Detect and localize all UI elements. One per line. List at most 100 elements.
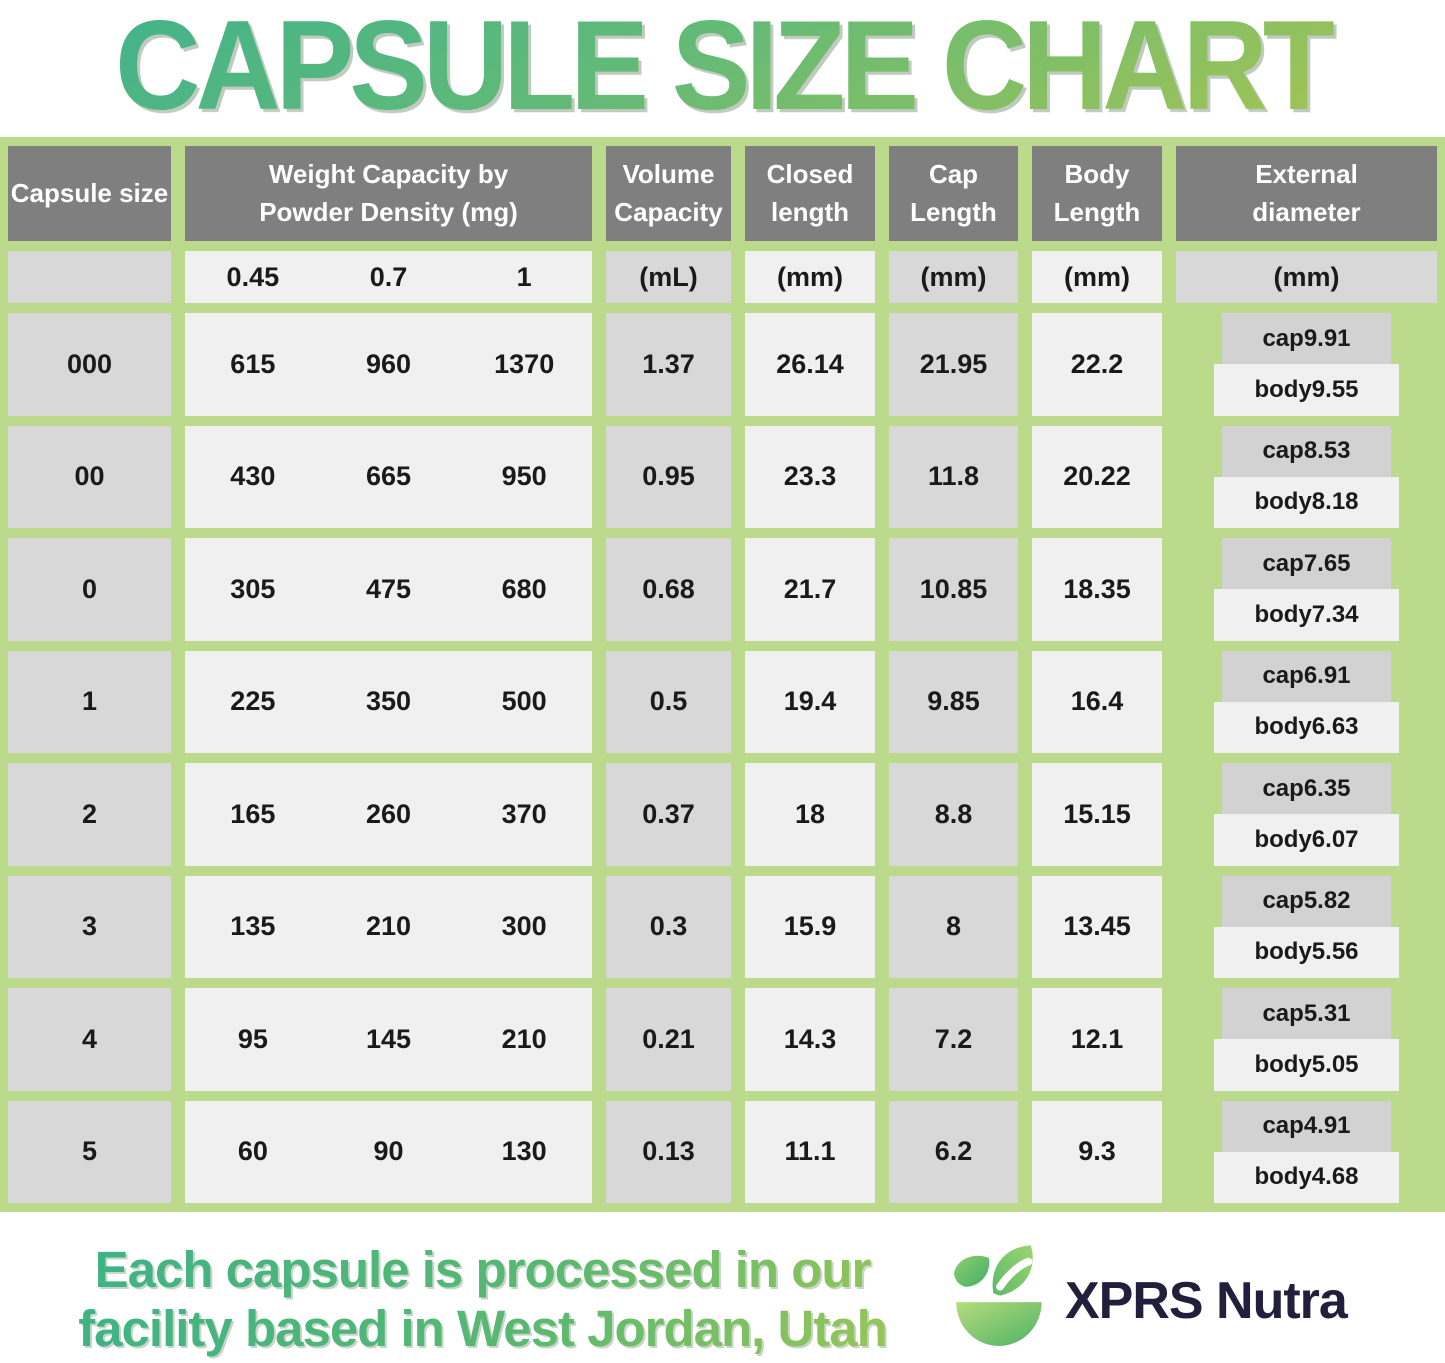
- row-3-external: cap 5.82 body 5.56: [1176, 875, 1437, 978]
- units-closed: (mm): [745, 251, 875, 303]
- body-diameter: 5.05: [1311, 1050, 1359, 1078]
- cap-diameter: 6.91: [1303, 662, 1351, 690]
- weight-value: 90: [373, 1136, 404, 1167]
- weight-value: 130: [501, 1136, 547, 1167]
- weight-value: 665: [365, 461, 412, 492]
- cap-label: cap: [1262, 774, 1304, 802]
- row-3-cap-length: 8: [889, 875, 1018, 978]
- header-cap-length: Cap Length: [889, 146, 1018, 241]
- row-1-body-length: 16.4: [1032, 650, 1162, 753]
- row-000-volume: 1.37: [606, 313, 731, 416]
- density-1: 1: [516, 261, 532, 292]
- cap-label: cap: [1262, 1112, 1304, 1140]
- external-cap-row: cap 8.53: [1222, 425, 1391, 477]
- row-0-closed: 21.7: [745, 538, 875, 641]
- external-cap-row: cap 9.91: [1222, 313, 1391, 365]
- brand-name: XPRS Nutra: [1065, 1271, 1348, 1330]
- row-5-volume: 0.13: [606, 1100, 731, 1203]
- body-diameter: 7.34: [1311, 600, 1359, 628]
- body-label: body: [1254, 375, 1312, 403]
- row-00-weights: 430 665 950: [185, 425, 592, 528]
- row-0-external: cap 7.65 body 7.34: [1176, 538, 1437, 641]
- external-body-row: body 9.55: [1214, 364, 1399, 416]
- units-weight-densities: 0.45 0.7 1: [185, 251, 592, 303]
- header-weight-capacity: Weight Capacity by Powder Density (mg): [185, 146, 592, 241]
- row-5-cap-length: 6.2: [889, 1100, 1018, 1203]
- row-0-cap-length: 10.85: [889, 538, 1018, 641]
- mortar-leaf-icon: [954, 1245, 1042, 1346]
- row-2-closed: 18: [745, 763, 875, 866]
- row-2-cap-length: 8.8: [889, 763, 1018, 866]
- row-5-closed: 11.1: [745, 1100, 875, 1203]
- weight-value: 95: [237, 1023, 268, 1054]
- row-3-size: 3: [8, 875, 171, 978]
- row-2-volume: 0.37: [606, 763, 731, 866]
- row-00-closed: 23.3: [745, 425, 875, 528]
- external-cap-row: cap 6.91: [1222, 650, 1391, 702]
- row-0-weights: 305 475 680: [185, 538, 592, 641]
- row-4-size: 4: [8, 988, 171, 1091]
- row-00-volume: 0.95: [606, 425, 731, 528]
- body-label: body: [1254, 938, 1312, 966]
- weight-value: 1370: [494, 348, 555, 379]
- weight-value: 615: [230, 348, 276, 379]
- external-body-row: body 6.63: [1214, 701, 1399, 753]
- row-4-cap-length: 7.2: [889, 988, 1018, 1091]
- cap-label: cap: [1262, 887, 1304, 915]
- external-body-row: body 5.56: [1214, 926, 1399, 978]
- row-2-body-length: 15.15: [1032, 763, 1162, 866]
- facility-tagline: Each capsule is processed in our facilit…: [0, 1240, 965, 1358]
- row-000-weights: 615 960 1370: [185, 313, 592, 416]
- row-0-volume: 0.68: [606, 538, 731, 641]
- cap-label: cap: [1262, 324, 1304, 352]
- body-label: body: [1254, 825, 1312, 853]
- row-5-external: cap 4.91 body 4.68: [1176, 1100, 1437, 1203]
- density-0-7: 0.7: [369, 261, 408, 292]
- cap-label: cap: [1262, 437, 1304, 465]
- body-diameter: 9.55: [1311, 375, 1359, 403]
- body-diameter: 5.56: [1311, 938, 1359, 966]
- weight-value: 350: [365, 686, 412, 717]
- units-external: (mm): [1176, 251, 1437, 303]
- external-cap-row: cap 4.91: [1222, 1100, 1391, 1152]
- external-cap-row: cap 5.82: [1222, 875, 1391, 927]
- capsule-size-table: Capsule size Weight Capacity by Powder D…: [0, 137, 1445, 1212]
- header-closed-length: Closed length: [745, 146, 875, 241]
- external-cap-row: cap 5.31: [1222, 988, 1391, 1040]
- external-cap-row: cap 7.65: [1222, 538, 1391, 590]
- row-4-external: cap 5.31 body 5.05: [1176, 988, 1437, 1091]
- row-1-cap-length: 9.85: [889, 650, 1018, 753]
- weight-value: 430: [230, 461, 276, 492]
- cap-diameter: 7.65: [1303, 549, 1351, 577]
- row-3-body-length: 13.45: [1032, 875, 1162, 978]
- body-diameter: 8.18: [1311, 488, 1359, 516]
- row-00-body-length: 20.22: [1032, 425, 1162, 528]
- row-1-external: cap 6.91 body 6.63: [1176, 650, 1437, 753]
- header-external-diameter: External diameter: [1176, 146, 1437, 241]
- row-1-size: 1: [8, 650, 171, 753]
- row-000-cap-length: 21.95: [889, 313, 1018, 416]
- row-3-volume: 0.3: [606, 875, 731, 978]
- weight-value: 960: [365, 348, 412, 379]
- header-volume-capacity: Volume Capacity: [606, 146, 731, 241]
- units-volume: (mL): [606, 251, 731, 303]
- row-2-size: 2: [8, 763, 171, 866]
- body-diameter: 6.07: [1311, 825, 1359, 853]
- row-000-closed: 26.14: [745, 313, 875, 416]
- brand-logo: XPRS Nutra: [945, 1243, 1440, 1358]
- weight-value: 500: [501, 686, 547, 717]
- tagline-line-1: Each capsule is processed in our: [94, 1241, 871, 1298]
- row-3-closed: 15.9: [745, 875, 875, 978]
- row-000-body-length: 22.2: [1032, 313, 1162, 416]
- row-1-weights: 225 350 500: [185, 650, 592, 753]
- weight-value: 300: [501, 911, 547, 942]
- cap-label: cap: [1262, 549, 1304, 577]
- cap-diameter: 6.35: [1303, 774, 1351, 802]
- weight-value: 370: [501, 798, 547, 829]
- external-body-row: body 4.68: [1214, 1151, 1399, 1203]
- row-3-weights: 135 210 300: [185, 875, 592, 978]
- page-title: CAPSULE SIZE CHART: [0, 2, 1445, 129]
- weight-value: 210: [365, 911, 412, 942]
- row-000-size: 000: [8, 313, 171, 416]
